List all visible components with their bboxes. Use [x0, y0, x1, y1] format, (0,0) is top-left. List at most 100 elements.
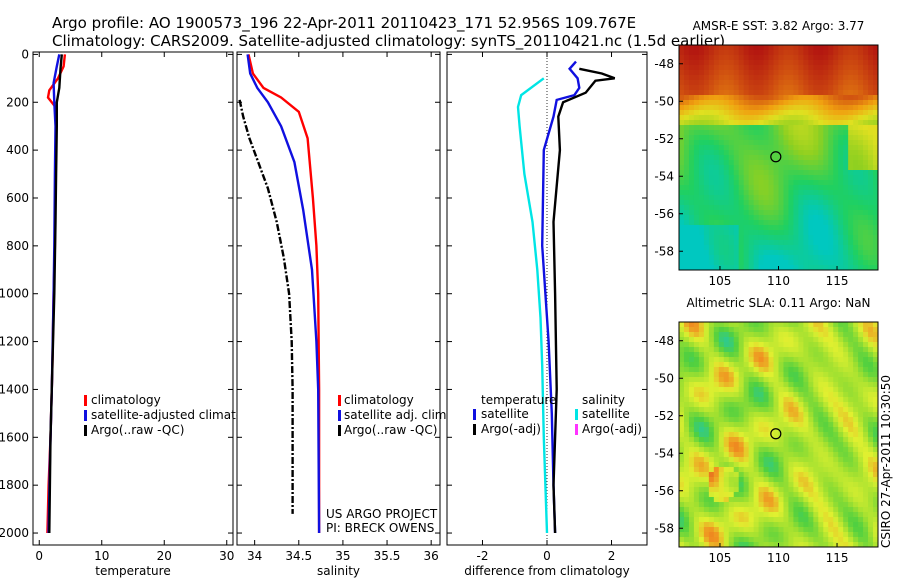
heatmap-cell — [743, 522, 750, 528]
legend-label: climatology — [344, 393, 414, 407]
heatmap-cell — [783, 387, 789, 393]
heatmap-cell — [863, 90, 869, 96]
heatmap-cell — [778, 517, 784, 523]
heatmap-cell — [858, 80, 864, 86]
heatmap-cell — [858, 140, 864, 146]
heatmap-cell — [828, 255, 834, 261]
heatmap-cell — [693, 235, 700, 241]
heatmap-cell — [833, 452, 839, 458]
heatmap-cell — [753, 255, 760, 261]
heatmap-cell — [758, 135, 764, 141]
heatmap-cell — [788, 80, 794, 86]
heatmap-cell — [788, 327, 794, 333]
heatmap-cell — [853, 220, 859, 226]
heatmap-cell — [768, 497, 774, 503]
heatmap-cell — [728, 255, 735, 261]
heatmap-cell — [783, 265, 789, 271]
heatmap-cell — [708, 50, 715, 56]
heatmap-cell — [843, 442, 849, 448]
heatmap-cell — [713, 110, 720, 116]
heatmap-cell — [838, 357, 844, 363]
heatmap-cell — [833, 215, 839, 221]
heatmap-cell — [858, 457, 864, 463]
heatmap-cell — [738, 105, 745, 111]
heatmap-cell — [838, 512, 844, 518]
heatmap-cell — [823, 205, 829, 211]
heatmap-cell — [763, 337, 769, 343]
heatmap-cell — [778, 332, 784, 338]
heatmap-cell — [753, 532, 760, 538]
heatmap-cell — [688, 210, 695, 216]
heatmap-cell — [778, 60, 784, 66]
heatmap-cell — [703, 507, 710, 513]
heatmap-cell — [833, 412, 839, 418]
heatmap-cell — [738, 372, 745, 378]
heatmap-cell — [853, 427, 859, 433]
heatmap-cell — [798, 45, 804, 51]
heatmap-cell — [778, 210, 784, 216]
heatmap-cell — [823, 135, 829, 141]
heatmap-cell — [773, 185, 779, 191]
heatmap-cell — [688, 382, 695, 388]
heatmap-cell — [813, 260, 819, 266]
heatmap-cell — [783, 512, 789, 518]
y-tick-label: -54 — [654, 446, 674, 460]
heatmap-cell — [679, 105, 685, 111]
heatmap-cell — [863, 372, 869, 378]
heatmap-cell — [873, 105, 879, 111]
heatmap-cell — [713, 467, 720, 473]
heatmap-cell — [783, 80, 789, 86]
heatmap-cell — [823, 155, 829, 161]
heatmap-cell — [778, 522, 784, 528]
heatmap-cell — [748, 130, 755, 136]
heatmap-cell — [803, 482, 809, 488]
heatmap-cell — [763, 507, 769, 513]
heatmap-cell — [863, 70, 869, 76]
header-line2: Climatology: CARS2009. Satellite-adjuste… — [52, 32, 725, 51]
heatmap-cell — [818, 472, 824, 478]
heatmap-cell — [768, 457, 774, 463]
heatmap-cell — [698, 230, 705, 236]
heatmap-cell — [688, 185, 695, 191]
heatmap-cell — [763, 135, 769, 141]
heatmap-cell — [813, 407, 819, 413]
heatmap-cell — [818, 332, 824, 338]
heatmap-cell — [823, 452, 829, 458]
heatmap-cell — [763, 342, 769, 348]
heatmap-cell — [688, 447, 695, 453]
heatmap-cell — [723, 337, 730, 343]
heatmap-cell — [783, 527, 789, 533]
heatmap-cell — [803, 527, 809, 533]
heatmap-cell — [748, 497, 755, 503]
heatmap-cell — [683, 327, 690, 333]
heatmap-cell — [778, 492, 784, 498]
heatmap-cell — [788, 392, 794, 398]
heatmap-cell — [783, 482, 789, 488]
heatmap-cell — [683, 372, 690, 378]
heatmap-cell — [833, 135, 839, 141]
heatmap-cell — [798, 240, 804, 246]
heatmap-cell — [858, 215, 864, 221]
heatmap-cell — [743, 180, 750, 186]
heatmap-cell — [783, 382, 789, 388]
heatmap-cell — [868, 377, 874, 383]
heatmap-cell — [733, 542, 740, 548]
heatmap-cell — [723, 180, 730, 186]
heatmap-cell — [688, 160, 695, 166]
heatmap-cell — [748, 477, 755, 483]
heatmap-cell — [723, 497, 730, 503]
heatmap-cell — [858, 477, 864, 483]
heatmap-cell — [703, 372, 710, 378]
heatmap-cell — [763, 60, 769, 66]
heatmap-cell — [783, 155, 789, 161]
heatmap-cell — [793, 225, 799, 231]
heatmap-cell — [703, 55, 710, 61]
heatmap-cell — [823, 332, 829, 338]
heatmap-cell — [743, 502, 750, 508]
heatmap-cell — [773, 482, 779, 488]
heatmap-cell — [828, 230, 834, 236]
heatmap-cell — [693, 240, 700, 246]
heatmap-cell — [728, 462, 735, 468]
heatmap-cell — [738, 155, 745, 161]
heatmap-cell — [753, 260, 760, 266]
